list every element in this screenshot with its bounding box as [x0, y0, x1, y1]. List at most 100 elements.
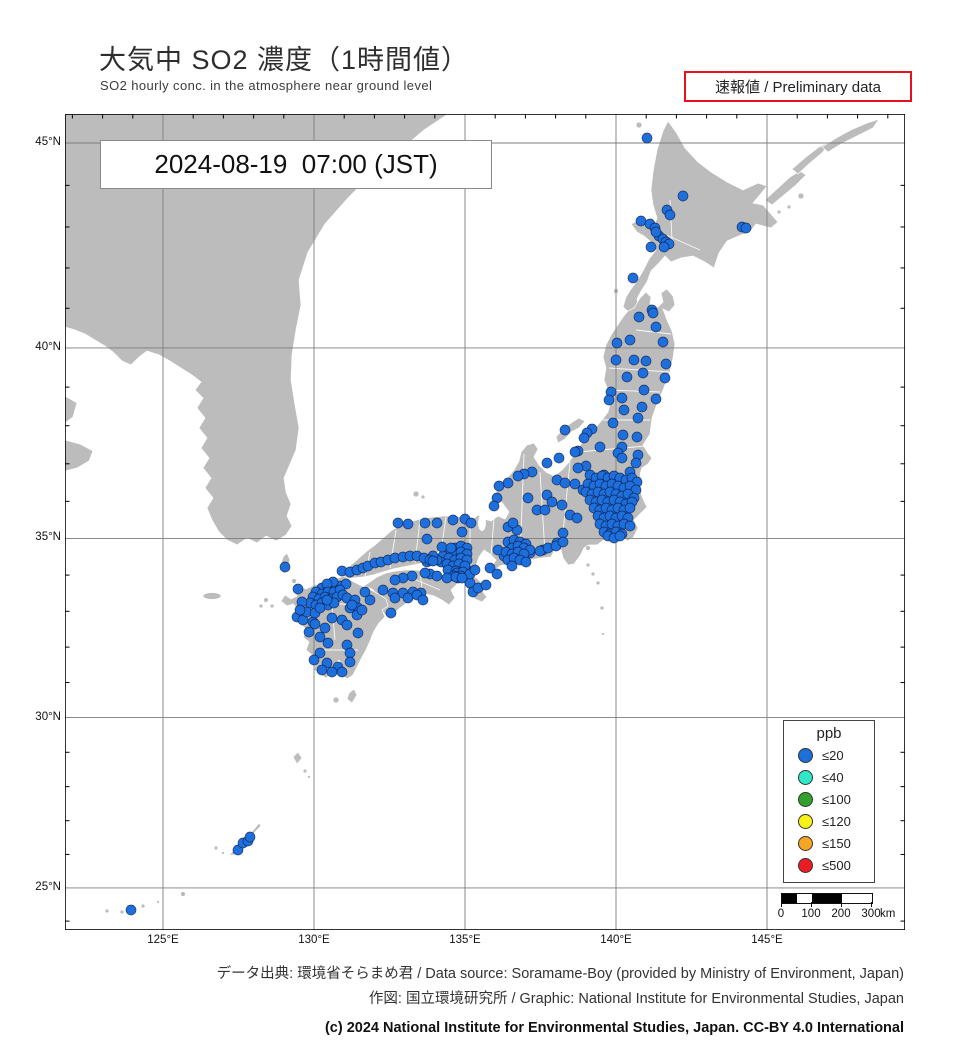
- footer-graphic-credit: 作図: 国立環境研究所 / Graphic: National Institut…: [368, 991, 904, 1008]
- land-islet: [776, 209, 782, 215]
- station-dot: [341, 619, 353, 631]
- station-dot: [402, 592, 414, 604]
- station-dot: [569, 446, 581, 458]
- station-dot: [557, 536, 569, 548]
- station-dot: [456, 572, 468, 584]
- station-dot: [664, 209, 676, 221]
- legend-title: ppb: [816, 725, 842, 742]
- station-dot: [607, 417, 619, 429]
- station-dot: [633, 311, 645, 323]
- station-dot: [431, 570, 443, 582]
- legend-color-dot: [798, 769, 813, 785]
- page-subtitle: SO2 hourly conc. in the atmosphere near …: [100, 78, 433, 93]
- station-dot: [632, 412, 644, 424]
- land-islet: [786, 204, 792, 210]
- station-dot: [628, 354, 640, 366]
- land-yaeyama: [156, 900, 160, 904]
- legend-entry-label: ≤150: [822, 835, 851, 851]
- scale-bar-unit: km: [880, 908, 896, 920]
- station-dot: [539, 504, 551, 516]
- land-izu-island: [601, 632, 605, 636]
- land-goto: [258, 603, 264, 609]
- station-dot: [520, 556, 532, 568]
- station-dot: [572, 462, 584, 474]
- station-dot: [637, 367, 649, 379]
- land-rishiri: [635, 121, 643, 129]
- station-dot: [614, 530, 626, 542]
- land-goto: [269, 603, 275, 609]
- station-dot: [624, 520, 636, 532]
- legend-rows: ≤20 ≤40 ≤100 ≤120 ≤150 ≤500: [784, 744, 874, 876]
- station-dot: [502, 477, 514, 489]
- footer-copyright: (c) 2024 National Institute for Environm…: [324, 1019, 904, 1036]
- land-oki: [412, 490, 420, 498]
- scale-bar-segment: [782, 894, 797, 903]
- station-dot: [322, 637, 334, 649]
- station-dot: [660, 358, 672, 370]
- land-iki: [291, 578, 297, 584]
- land-urup-chain: [821, 118, 880, 153]
- lon-label: 135°E: [449, 934, 481, 946]
- land-tanegashima: [346, 688, 358, 704]
- station-dot: [594, 441, 606, 453]
- station-dot: [546, 496, 558, 508]
- japan-map: [65, 114, 905, 930]
- station-dot: [309, 618, 321, 630]
- scale-bar-tick-label: 300: [861, 908, 881, 920]
- land-yaeyama: [119, 909, 125, 915]
- legend-color-dot: [798, 857, 813, 873]
- station-dot: [352, 627, 364, 639]
- station-dot: [635, 215, 647, 227]
- station-dot: [610, 354, 622, 366]
- station-dot: [740, 222, 752, 234]
- station-dot: [406, 570, 418, 582]
- station-dot: [631, 431, 643, 443]
- legend-entry-label: ≤120: [822, 813, 851, 829]
- station-dot: [465, 517, 477, 529]
- station-dot: [624, 334, 636, 346]
- lon-label: 125°E: [147, 934, 179, 946]
- land-yakushima: [332, 696, 340, 704]
- station-dot: [469, 564, 481, 576]
- preliminary-badge: 速報値 / Preliminary data: [684, 71, 912, 102]
- station-dot: [244, 831, 256, 843]
- station-dot: [292, 583, 304, 595]
- legend-entry-label: ≤500: [822, 857, 851, 873]
- legend-color-dot: [798, 747, 813, 763]
- station-dot: [559, 477, 571, 489]
- station-dot: [557, 527, 569, 539]
- station-dot: [638, 384, 650, 396]
- land-kunashiri: [764, 170, 807, 206]
- station-dot: [316, 664, 328, 676]
- station-dot: [447, 514, 459, 526]
- station-dot: [389, 592, 401, 604]
- station-dot: [624, 502, 636, 514]
- land-continent: [65, 114, 449, 546]
- legend-entry: ≤500: [784, 854, 874, 876]
- scale-bar-tick: [841, 902, 842, 907]
- footer: データ出典: 環境省そらまめ君 / Data source: Soramame-…: [0, 962, 904, 1041]
- station-dot: [491, 568, 503, 580]
- station-dot: [636, 401, 648, 413]
- land-amami: [302, 768, 308, 774]
- station-dot: [506, 560, 518, 572]
- legend-entry: ≤20: [784, 744, 874, 766]
- scale-bar: 0 100 200 300 km: [778, 893, 911, 925]
- land-amami: [292, 751, 303, 765]
- station-dot: [436, 541, 448, 553]
- station-dot: [392, 517, 404, 529]
- lat-label: 30°N: [35, 710, 61, 723]
- legend: ppb ≤20 ≤40 ≤100 ≤120 ≤150 ≤500: [783, 720, 875, 883]
- station-dot: [336, 666, 348, 678]
- station-dot: [344, 647, 356, 659]
- scale-bar-tick-label: 100: [801, 908, 821, 920]
- station-dot: [578, 432, 590, 444]
- legend-entry-label: ≤40: [822, 769, 844, 785]
- station-dot: [571, 512, 583, 524]
- station-dot: [618, 404, 630, 416]
- station-dot: [385, 607, 397, 619]
- station-dot: [421, 533, 433, 545]
- station-dot: [658, 241, 670, 253]
- station-dot: [431, 517, 443, 529]
